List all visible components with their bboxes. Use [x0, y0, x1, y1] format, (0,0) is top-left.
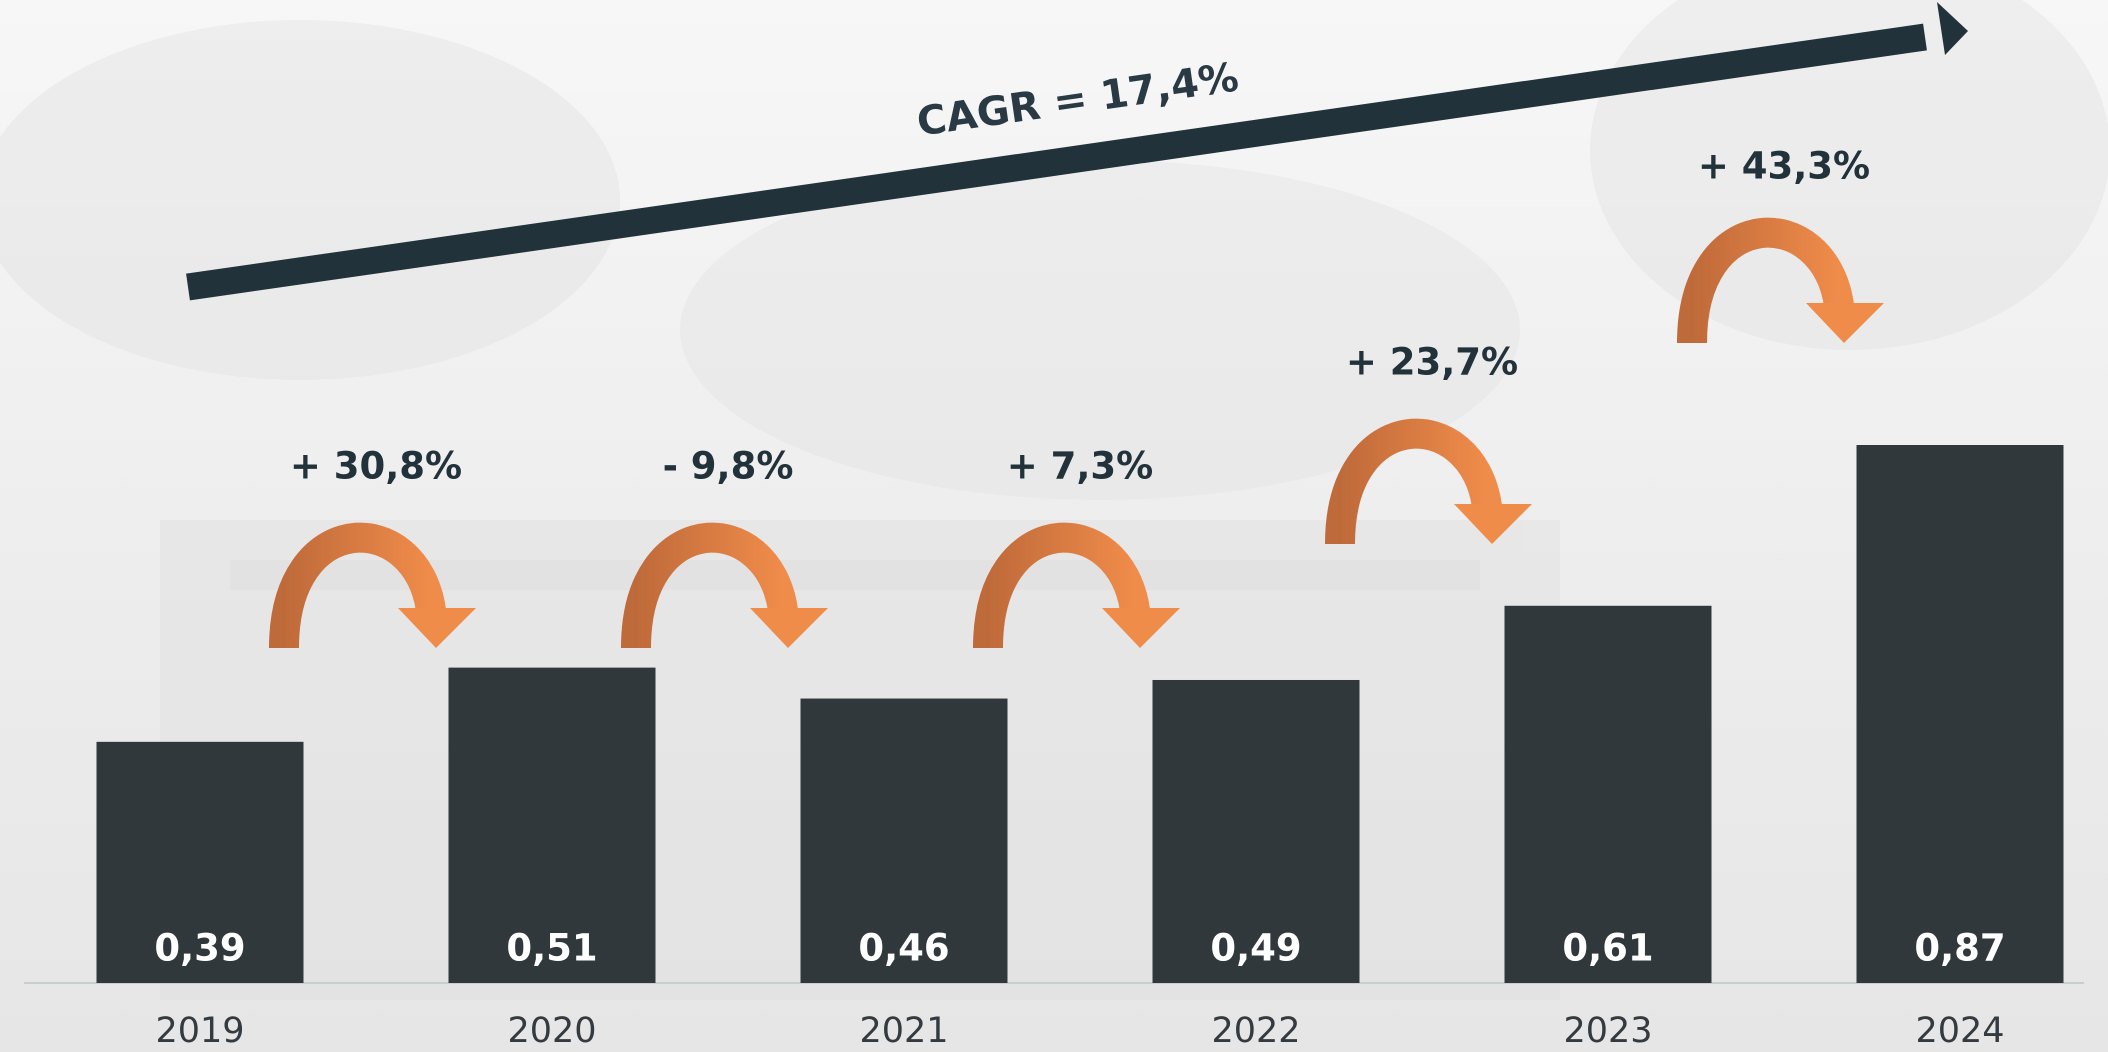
x-tick-label: 2021 — [859, 1011, 948, 1051]
x-tick-label: 2019 — [155, 1011, 244, 1051]
growth-label: + 23,7% — [1346, 341, 1518, 384]
growth-label: + 43,3% — [1698, 145, 1870, 188]
value-label: 0,39 — [154, 927, 245, 970]
page: CAGR = 17,4% 0,3920190,5120200,4620210,4… — [0, 0, 2108, 1052]
bar — [1857, 445, 2064, 983]
growth-label: - 9,8% — [663, 445, 794, 488]
value-label: 0,61 — [1562, 927, 1653, 970]
x-tick-label: 2024 — [1915, 1011, 2004, 1051]
value-label: 0,46 — [858, 927, 949, 970]
growth-label: + 30,8% — [290, 445, 462, 488]
x-tick-label: 2020 — [507, 1011, 596, 1051]
value-label: 0,49 — [1210, 927, 1301, 970]
growth-label: + 7,3% — [1007, 445, 1154, 488]
chart: CAGR = 17,4% 0,3920190,5120200,4620210,4… — [0, 0, 2108, 1052]
value-label: 0,51 — [506, 927, 597, 970]
x-tick-label: 2023 — [1563, 1011, 1652, 1051]
value-label: 0,87 — [1914, 927, 2005, 970]
x-tick-label: 2022 — [1211, 1011, 1300, 1051]
